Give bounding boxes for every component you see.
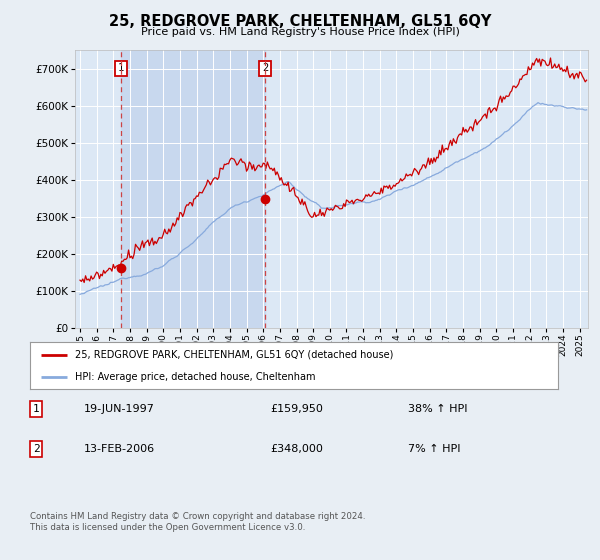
Text: 1: 1 (118, 63, 124, 73)
Text: 25, REDGROVE PARK, CHELTENHAM, GL51 6QY (detached house): 25, REDGROVE PARK, CHELTENHAM, GL51 6QY … (75, 350, 393, 360)
Bar (121, 50, 265, 328)
Text: £159,950: £159,950 (270, 404, 323, 414)
Text: HPI: Average price, detached house, Cheltenham: HPI: Average price, detached house, Chel… (75, 372, 316, 382)
Text: 13-FEB-2006: 13-FEB-2006 (84, 444, 155, 454)
Text: Price paid vs. HM Land Registry's House Price Index (HPI): Price paid vs. HM Land Registry's House … (140, 27, 460, 37)
Text: 2: 2 (262, 63, 268, 73)
Text: 1: 1 (32, 404, 40, 414)
Text: 25, REDGROVE PARK, CHELTENHAM, GL51 6QY: 25, REDGROVE PARK, CHELTENHAM, GL51 6QY (109, 14, 491, 29)
Text: £348,000: £348,000 (270, 444, 323, 454)
Text: 19-JUN-1997: 19-JUN-1997 (84, 404, 155, 414)
Text: 2: 2 (32, 444, 40, 454)
Text: 38% ↑ HPI: 38% ↑ HPI (408, 404, 467, 414)
Text: Contains HM Land Registry data © Crown copyright and database right 2024.
This d: Contains HM Land Registry data © Crown c… (30, 512, 365, 532)
Text: 7% ↑ HPI: 7% ↑ HPI (408, 444, 461, 454)
